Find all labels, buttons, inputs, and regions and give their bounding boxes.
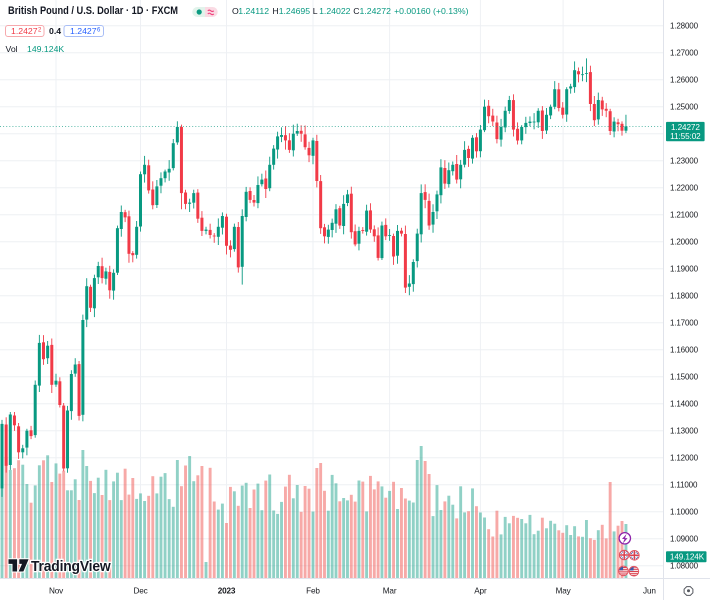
svg-text:+0.00160 (+0.13%): +0.00160 (+0.13%) xyxy=(394,6,468,16)
svg-text:1.24695: 1.24695 xyxy=(279,6,311,16)
svg-text:11:55:02: 11:55:02 xyxy=(670,132,701,141)
svg-text:Vol: Vol xyxy=(6,44,18,54)
svg-text:1.12000: 1.12000 xyxy=(670,454,699,463)
svg-text:1.25000: 1.25000 xyxy=(670,103,699,112)
svg-text:1.28000: 1.28000 xyxy=(670,22,699,31)
svg-text:1.26000: 1.26000 xyxy=(670,76,699,85)
svg-text:Feb: Feb xyxy=(306,587,320,596)
svg-text:149.124K: 149.124K xyxy=(27,44,64,54)
svg-text:1.17000: 1.17000 xyxy=(670,319,699,328)
svg-text:Nov: Nov xyxy=(49,587,64,596)
svg-text:Mar: Mar xyxy=(383,587,397,596)
svg-text:1.13000: 1.13000 xyxy=(670,427,699,436)
svg-text:British Pound / U.S. Dollar ·: British Pound / U.S. Dollar · 1D · FXCM xyxy=(8,5,178,17)
svg-text:1.24272: 1.24272 xyxy=(671,123,700,132)
svg-text:1.10000: 1.10000 xyxy=(670,508,699,517)
svg-text:H: H xyxy=(272,6,278,16)
svg-text:1.2427: 1.2427 xyxy=(70,26,97,36)
svg-text:0.4: 0.4 xyxy=(49,26,61,36)
svg-text:1.27000: 1.27000 xyxy=(670,49,699,58)
svg-text:1.21000: 1.21000 xyxy=(670,211,699,220)
svg-text:1.15000: 1.15000 xyxy=(670,373,699,382)
svg-text:1.24022: 1.24022 xyxy=(319,6,351,16)
svg-text:O: O xyxy=(232,6,239,16)
svg-text:Apr: Apr xyxy=(474,587,487,596)
svg-text:1.23000: 1.23000 xyxy=(670,157,699,166)
svg-text:1.22000: 1.22000 xyxy=(670,184,699,193)
svg-text:149.124K: 149.124K xyxy=(670,553,705,562)
svg-text:2: 2 xyxy=(38,28,42,34)
svg-text:Dec: Dec xyxy=(133,587,147,596)
svg-text:1.24112: 1.24112 xyxy=(238,6,269,16)
svg-text:C: C xyxy=(353,6,359,16)
svg-text:1.16000: 1.16000 xyxy=(670,346,699,355)
svg-text:1.09000: 1.09000 xyxy=(670,535,699,544)
svg-text:L: L xyxy=(313,6,318,16)
svg-text:TradingView: TradingView xyxy=(31,559,111,575)
svg-text:1.24272: 1.24272 xyxy=(360,6,392,16)
svg-text:1.18000: 1.18000 xyxy=(670,292,699,301)
svg-text:2023: 2023 xyxy=(218,587,236,596)
svg-text:1.19000: 1.19000 xyxy=(670,265,699,274)
svg-text:6: 6 xyxy=(97,28,101,34)
svg-text:1.14000: 1.14000 xyxy=(670,400,699,409)
svg-text:1.2427: 1.2427 xyxy=(11,26,38,36)
svg-text:1.11000: 1.11000 xyxy=(670,481,698,490)
svg-text:1.20000: 1.20000 xyxy=(670,238,699,247)
svg-text:Jun: Jun xyxy=(643,587,656,596)
svg-text:May: May xyxy=(556,587,572,596)
svg-text:1.08000: 1.08000 xyxy=(670,562,699,571)
